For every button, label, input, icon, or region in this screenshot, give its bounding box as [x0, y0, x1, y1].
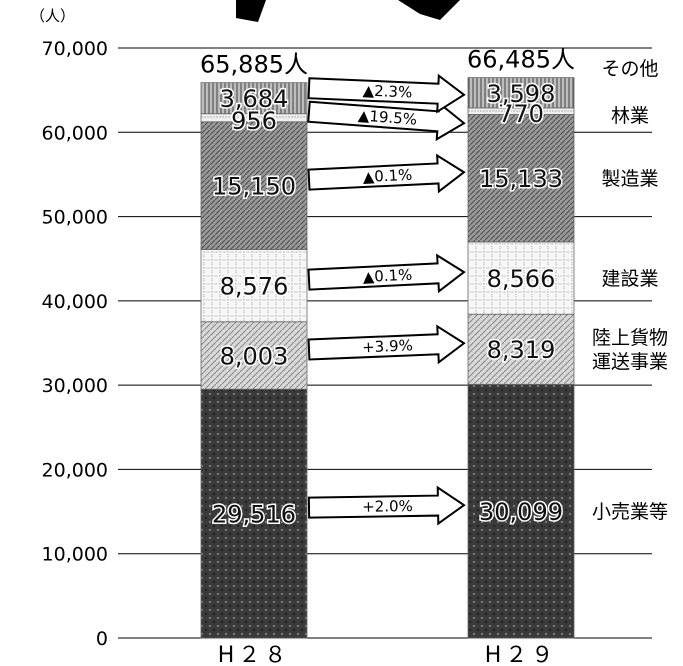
change-arrow: +2.0%: [307, 485, 466, 526]
x-axis: H２８ H２９: [218, 643, 558, 666]
change-arrow: +3.9%: [307, 324, 466, 365]
arrow-shape: [307, 485, 466, 526]
y-tick-label: 50,000: [42, 207, 108, 229]
change-label: +2.0%: [362, 497, 413, 516]
segment-value-label: 15,150: [212, 173, 296, 201]
segment-value-label: 770: [498, 100, 544, 128]
change-label: ▲0.1%: [362, 166, 412, 186]
legend-label: 製造業: [601, 168, 658, 190]
y-tick-label: 20,000: [42, 459, 108, 481]
segment-value-label: 3,598: [487, 80, 556, 108]
change-label: ▲0.1%: [362, 266, 412, 286]
segment-value-label: 15,133: [479, 165, 563, 193]
segment-value-label: 956: [231, 107, 277, 135]
arrow-shape: [307, 73, 466, 114]
x-category-label: H２９: [485, 643, 558, 666]
change-label: ▲2.3%: [362, 81, 412, 101]
bars: 65,885人 66,485人29,5168,0038,57615,1509563…: [200, 46, 575, 639]
change-arrow: ▲0.1%: [307, 253, 466, 294]
change-arrow: ▲2.3%: [307, 73, 466, 114]
change-arrows: +2.0% +3.9% ▲0.1% ▲0.1% ▲19.5% ▲2.3%: [307, 73, 466, 526]
y-tick-label: 0: [96, 628, 108, 650]
bar-segment: [200, 82, 308, 115]
bar-segment: [467, 383, 575, 639]
segment-value-label: 30,099: [479, 498, 563, 526]
legend-label: 林業: [611, 105, 649, 127]
bar-segment: [200, 388, 308, 639]
y-tick-label: 60,000: [42, 122, 108, 144]
bar-total-label: 65,885人: [200, 51, 308, 79]
legend-label: 陸上貨物運送事業: [592, 327, 668, 373]
arrow-shape: [307, 153, 466, 194]
segment-value-label: 8,576: [220, 273, 289, 301]
legend-label: 小売業等: [592, 501, 668, 523]
bar-segment: [200, 121, 308, 250]
segment-value-label: 8,319: [487, 336, 556, 364]
y-axis: 0 10,000 20,000 30,000 40,000 50,000 60,000 70,…: [42, 38, 108, 650]
series-legend: 小売業等 陸上貨物運送事業 建設業 製造業 林業 その他: [592, 58, 668, 523]
x-category-label: H２８: [218, 643, 291, 666]
segment-value-label: 29,516: [212, 501, 296, 529]
y-unit-label: （人）: [30, 7, 75, 25]
segment-value-label: 8,566: [487, 265, 556, 293]
decorative-top-right-shape: [398, 0, 460, 20]
segment-value-label: 3,684: [220, 85, 289, 113]
change-label: +3.9%: [362, 336, 413, 356]
decorative-top-left-shape: [236, 0, 266, 22]
legend-label: 建設業: [601, 268, 658, 290]
bar-total-label: 66,485人: [467, 46, 575, 74]
arrow-shape: [307, 324, 466, 365]
change-arrow: ▲0.1%: [307, 153, 466, 194]
segment-value-label: 8,003: [220, 342, 289, 370]
legend-label: その他: [601, 58, 658, 80]
bar-segment: [467, 114, 575, 243]
y-tick-label: 30,000: [42, 375, 108, 397]
y-tick-label: 10,000: [42, 544, 108, 566]
bar-segment: [200, 321, 308, 390]
bar-segment: [467, 77, 575, 109]
change-label: ▲19.5%: [357, 106, 417, 128]
y-tick-label: 70,000: [42, 38, 108, 60]
y-tick-label: 40,000: [42, 291, 108, 313]
bar-segment: [200, 249, 308, 323]
bar-segment: [467, 313, 575, 385]
arrow-shape: [307, 253, 466, 294]
